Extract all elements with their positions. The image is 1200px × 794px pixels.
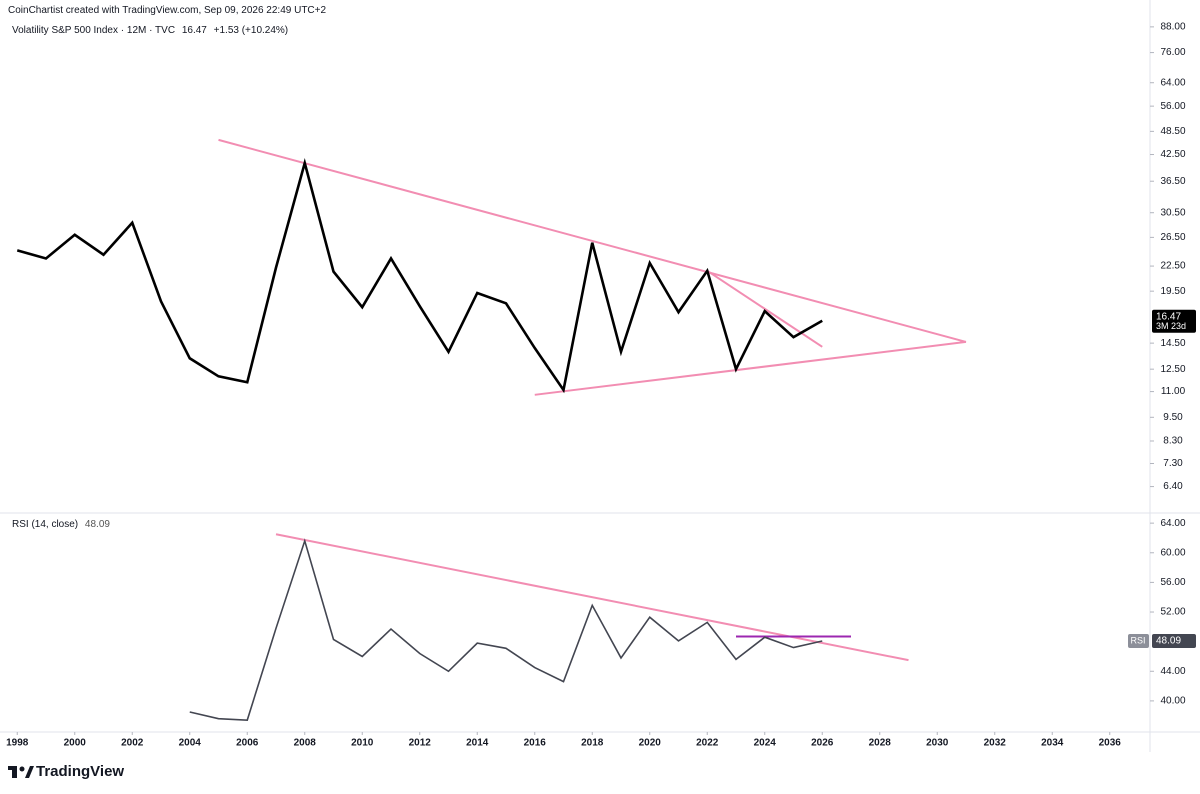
y-tick-label: 64.00 (1160, 518, 1185, 529)
last-value-label: 48.09 (1156, 636, 1181, 647)
main-legend: Volatility S&P 500 Index · 12M · TVC 16.… (12, 25, 292, 36)
countdown-label: 3M 23d (1156, 321, 1186, 331)
x-tick-label: 2006 (236, 738, 259, 749)
y-tick-label: 6.40 (1163, 481, 1183, 492)
x-tick-label: 2026 (811, 738, 834, 749)
x-tick-label: 2016 (524, 738, 547, 749)
brand-name: TradingView (36, 763, 125, 780)
y-tick-label: 19.50 (1160, 286, 1185, 297)
x-tick-label: 2004 (179, 738, 202, 749)
y-tick-label: 30.50 (1160, 207, 1185, 218)
rsi-legend: RSI (14, close) 48.09 (12, 519, 114, 530)
y-tick-label: 22.50 (1160, 261, 1185, 272)
x-tick-label: 2018 (581, 738, 604, 749)
last-value-label: 16.47 (1156, 311, 1181, 322)
rsi-badge-bg (1128, 633, 1149, 648)
series-line (16, 157, 823, 394)
y-tick-label: 56.00 (1160, 577, 1185, 588)
x-tick-label: 1998 (6, 738, 29, 749)
x-tick-label: 2022 (696, 738, 719, 749)
y-tick-label: 11.00 (1161, 386, 1186, 397)
y-tick-label: 8.30 (1163, 436, 1183, 447)
x-tick-label: 2010 (351, 738, 374, 749)
main-title: Volatility S&P 500 Index · 12M · TVC (12, 25, 176, 36)
y-tick-label: 76.00 (1160, 47, 1185, 58)
x-tick-label: 2014 (466, 738, 489, 749)
main-change: +1.53 (+10.24%) (213, 25, 289, 36)
y-tick-label: 64.00 (1160, 77, 1185, 88)
rsi-badge-label: RSI (1130, 635, 1145, 645)
x-tick-label: 2002 (121, 738, 144, 749)
brand-icon (8, 765, 34, 778)
x-tick-label: 2030 (926, 738, 949, 749)
y-tick-label: 14.50 (1160, 338, 1185, 349)
trendline (275, 533, 909, 662)
y-tick-label: 88.00 (1160, 22, 1185, 33)
trendline (706, 269, 823, 348)
y-tick-label: 42.50 (1160, 149, 1185, 160)
y-tick-label: 9.50 (1163, 412, 1183, 423)
x-tick-label: 2032 (984, 738, 1007, 749)
x-tick-label: 2034 (1041, 738, 1064, 749)
y-tick-label: 44.00 (1160, 666, 1185, 677)
last-value-badge (1152, 309, 1196, 333)
rsi-title: RSI (14, close) (12, 519, 79, 530)
y-tick-label: 40.00 (1160, 696, 1185, 707)
y-tick-label: 52.00 (1160, 607, 1185, 618)
y-tick-label: 12.50 (1160, 364, 1185, 375)
x-tick-label: 2028 (869, 738, 892, 749)
main-last-value: 16.47 (181, 25, 207, 36)
y-tick-label: 60.00 (1160, 547, 1185, 558)
trendline (218, 138, 967, 343)
last-value-badge (1152, 633, 1196, 648)
y-tick-label: 26.50 (1160, 232, 1185, 243)
x-tick-label: 2020 (639, 738, 662, 749)
x-tick-label: 2036 (1099, 738, 1122, 749)
series-line (189, 538, 823, 721)
trendline (534, 340, 967, 396)
brand-logo: TradingView (8, 763, 124, 780)
y-tick-label: 36.50 (1160, 176, 1185, 187)
rsi-last-value: 48.09 (84, 519, 110, 530)
x-tick-label: 2024 (754, 738, 777, 749)
x-tick-label: 2012 (409, 738, 432, 749)
attribution: CoinChartist created with TradingView.co… (8, 5, 327, 16)
x-tick-label: 2000 (64, 738, 87, 749)
x-tick-label: 2008 (294, 738, 317, 749)
y-tick-label: 48.50 (1160, 126, 1185, 137)
y-tick-label: 56.00 (1160, 101, 1185, 112)
y-tick-label: 7.30 (1163, 458, 1183, 469)
